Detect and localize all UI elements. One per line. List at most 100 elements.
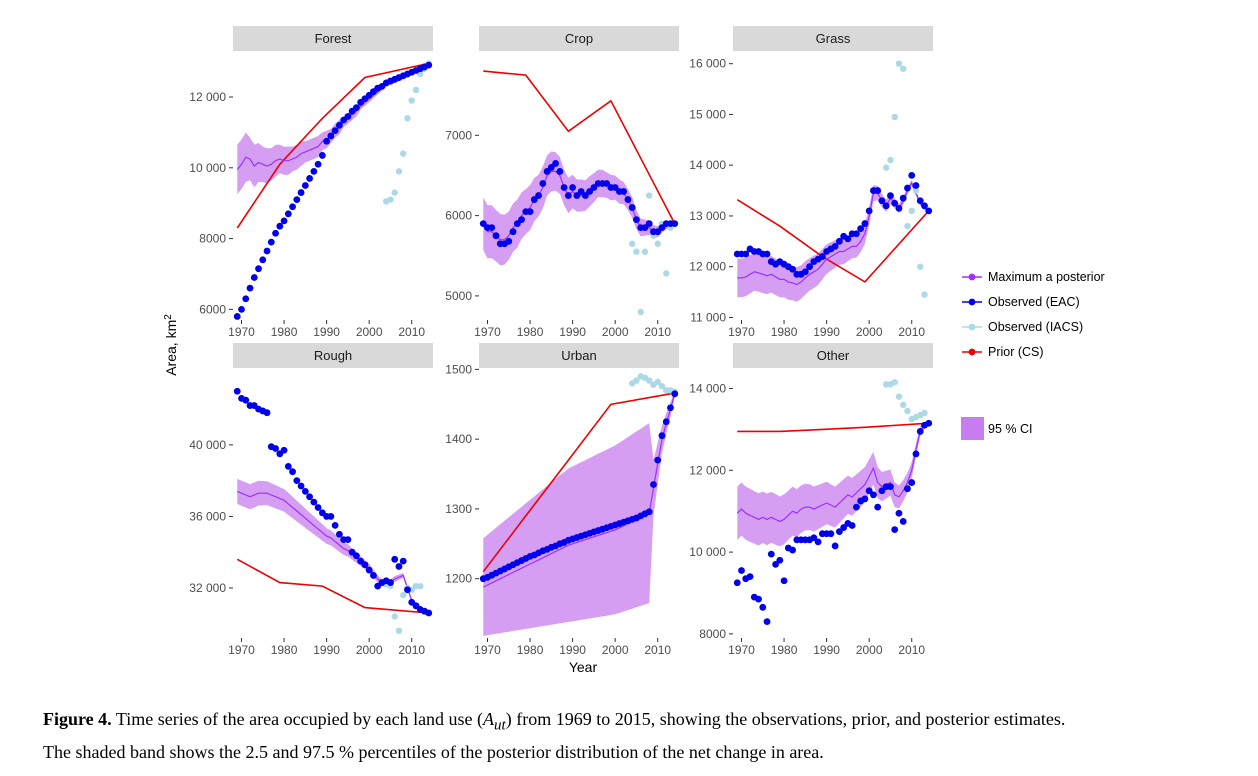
y-tick-label: 10 000 xyxy=(189,161,226,175)
legend-key-point xyxy=(968,298,976,306)
eac-point xyxy=(912,182,920,189)
eac-point xyxy=(916,428,924,435)
eac-point xyxy=(289,468,296,476)
x-tick-label: 1980 xyxy=(771,643,798,657)
prior-line xyxy=(483,70,676,224)
iacs-point xyxy=(395,168,403,175)
x-tick-label: 1970 xyxy=(228,643,255,657)
y-tick-label: 5000 xyxy=(445,289,472,303)
eac-point xyxy=(848,522,856,529)
eac-point xyxy=(250,274,258,281)
legend-label: Observed (EAC) xyxy=(988,295,1080,309)
legend-key-point xyxy=(968,323,976,331)
eac-point xyxy=(853,230,860,238)
eac-point xyxy=(573,192,581,199)
eac-point xyxy=(310,498,318,506)
eac-point xyxy=(776,556,784,564)
legend: Maximum a posterior Observed (EAC) Observe… xyxy=(961,270,1105,440)
ci-band xyxy=(237,478,429,614)
eac-point xyxy=(263,409,271,417)
eac-point xyxy=(874,503,882,511)
eac-point xyxy=(633,216,640,224)
caption-math-a: A xyxy=(483,709,495,729)
legend-key-point xyxy=(968,273,976,281)
eac-point xyxy=(399,557,407,565)
eac-point xyxy=(861,220,869,227)
eac-point xyxy=(272,445,279,452)
y-tick-label: 16 000 xyxy=(689,57,726,71)
y-tick-label: 8000 xyxy=(199,232,226,246)
eac-point xyxy=(509,228,517,236)
eac-point xyxy=(654,228,662,236)
iacs-point xyxy=(908,207,915,215)
eac-point xyxy=(518,216,525,224)
eac-point xyxy=(323,137,331,145)
eac-point xyxy=(908,171,916,179)
eac-point xyxy=(238,305,245,313)
y-tick-label: 11 000 xyxy=(690,310,726,324)
eac-point xyxy=(789,265,796,273)
x-tick-label: 1990 xyxy=(559,643,586,657)
y-tick-label: 1200 xyxy=(445,572,472,586)
y-tick-label: 12 000 xyxy=(689,260,726,274)
eac-point xyxy=(569,184,577,191)
eac-point xyxy=(314,504,322,511)
eac-point xyxy=(280,217,288,225)
eac-point xyxy=(272,229,279,237)
eac-point xyxy=(878,197,886,205)
x-tick-label: 2010 xyxy=(398,643,425,657)
eac-point xyxy=(590,184,598,191)
ci-band xyxy=(483,151,675,266)
eac-point xyxy=(335,121,343,129)
eac-point xyxy=(301,487,309,495)
x-tick-label: 2000 xyxy=(356,643,383,657)
x-tick-label: 1990 xyxy=(813,643,840,657)
eac-point xyxy=(488,224,496,232)
iacs-point xyxy=(900,401,907,409)
x-tick-label: 1980 xyxy=(517,643,544,657)
eac-point xyxy=(654,456,662,464)
caption-prefix: Figure 4. xyxy=(43,709,112,729)
iacs-point xyxy=(658,382,666,390)
eac-point xyxy=(645,508,653,516)
eac-point xyxy=(331,127,339,135)
eac-point xyxy=(276,222,284,230)
eac-point xyxy=(404,586,411,594)
ci-band xyxy=(483,390,675,636)
caption-text-2: ) from 1969 to 2015, showing the observa… xyxy=(505,709,1066,729)
eac-point xyxy=(658,432,666,440)
iacs-point xyxy=(391,613,398,620)
eac-point xyxy=(641,224,649,232)
x-tick-label: 2010 xyxy=(644,643,671,657)
eac-point xyxy=(505,237,513,245)
eac-point xyxy=(865,207,873,215)
y-tick-label: 1400 xyxy=(445,432,472,446)
panel-title: Urban xyxy=(561,348,596,363)
eac-point xyxy=(835,528,843,536)
eac-point xyxy=(344,536,352,544)
eac-point xyxy=(738,567,745,574)
x-tick-label: 1970 xyxy=(728,325,755,339)
x-tick-label: 1980 xyxy=(517,325,544,339)
iacs-point xyxy=(912,187,920,194)
eac-point xyxy=(925,207,933,215)
eac-point xyxy=(780,577,788,585)
eac-point xyxy=(840,524,848,531)
eac-point xyxy=(895,509,903,517)
eac-point xyxy=(577,188,585,195)
panel-title: Other xyxy=(817,348,850,363)
panel-title: Grass xyxy=(816,31,851,46)
map-line xyxy=(237,490,430,614)
eac-point xyxy=(667,404,674,412)
x-tick-label: 2010 xyxy=(898,643,925,657)
iacs-point xyxy=(387,196,394,203)
panel-crop: Crop 5000 6000 7000 1970 1980 1990 2000 2010 xyxy=(445,26,679,339)
eac-point xyxy=(827,530,835,538)
eac-point xyxy=(552,160,559,167)
iacs-point xyxy=(882,164,890,171)
x-tick-label: 2000 xyxy=(602,643,629,657)
eac-point xyxy=(293,196,301,204)
eac-point xyxy=(284,462,292,470)
eac-point xyxy=(370,572,377,579)
panels: Forest 6000 8000 10 000 12 000 1970 1980 1990 20… xyxy=(189,26,933,657)
